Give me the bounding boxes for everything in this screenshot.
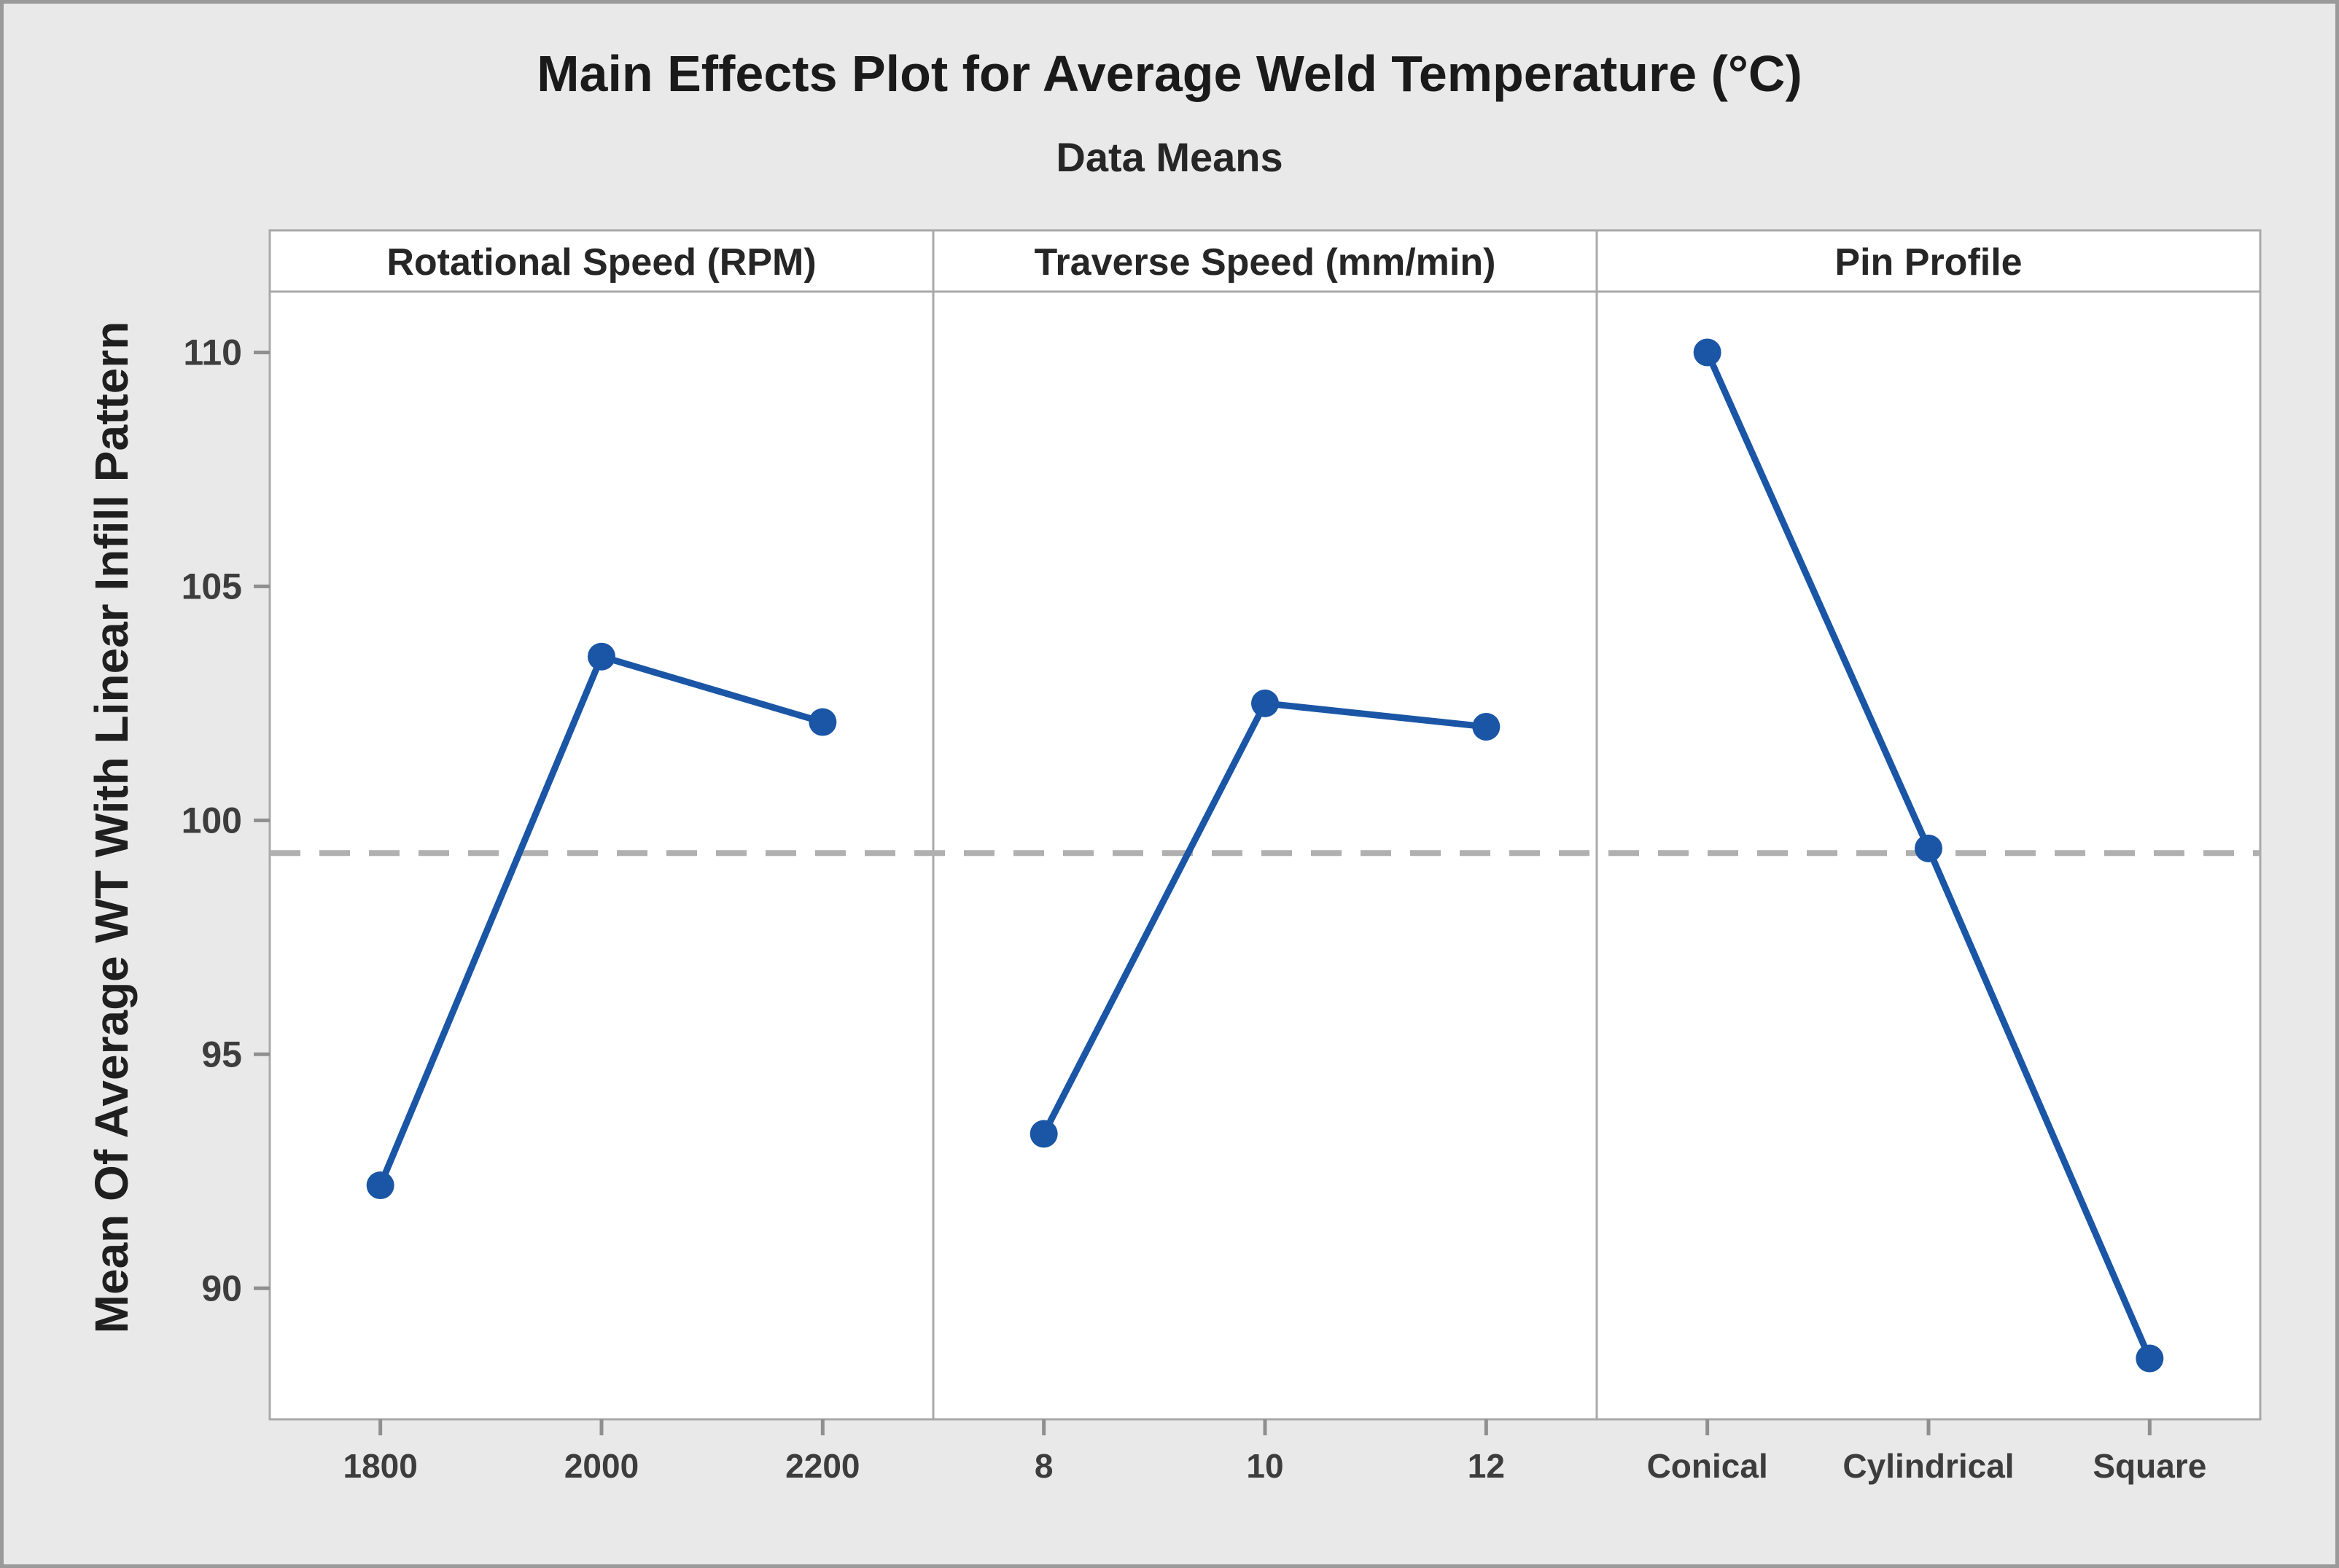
x-tick-label: Cylindrical xyxy=(1842,1447,2014,1485)
data-point-marker xyxy=(366,1171,394,1200)
chart-title: Main Effects Plot for Average Weld Tempe… xyxy=(537,45,1802,102)
data-point-marker xyxy=(1472,712,1501,741)
x-tick-label: Square xyxy=(2093,1447,2206,1485)
x-tick-label: Conical xyxy=(1647,1447,1768,1485)
y-tick-label: 110 xyxy=(183,332,242,373)
x-tick-label: 1800 xyxy=(343,1447,417,1485)
panel-header-label: Traverse Speed (mm/min) xyxy=(1035,241,1496,284)
data-point-marker xyxy=(1693,338,1721,367)
data-point-marker xyxy=(2136,1344,2164,1373)
y-tick-label: 100 xyxy=(182,800,242,840)
panel-header-label: Pin Profile xyxy=(1834,241,2022,284)
plot-area: Rotational Speed (RPM) Traverse Speed (mm… xyxy=(182,229,2262,1485)
panel-header-label: Rotational Speed (RPM) xyxy=(386,241,816,284)
chart-subtitle: Data Means xyxy=(1056,134,1283,180)
data-point-marker xyxy=(809,708,837,736)
data-point-marker xyxy=(1915,834,1942,862)
x-tick-label: 2000 xyxy=(564,1447,639,1485)
panel-header-band xyxy=(1595,229,2262,293)
y-tick-label: 105 xyxy=(182,566,242,606)
data-point-marker xyxy=(1251,689,1279,717)
x-tick-label: 8 xyxy=(1035,1447,1054,1485)
x-tick-label: 10 xyxy=(1246,1447,1283,1485)
x-tick-label: 12 xyxy=(1468,1447,1505,1485)
y-tick-label: 90 xyxy=(201,1268,242,1308)
x-tick-label: 2200 xyxy=(785,1447,860,1485)
y-tick-label: 95 xyxy=(201,1034,242,1074)
data-point-marker xyxy=(1030,1120,1058,1148)
data-point-marker xyxy=(588,642,615,671)
